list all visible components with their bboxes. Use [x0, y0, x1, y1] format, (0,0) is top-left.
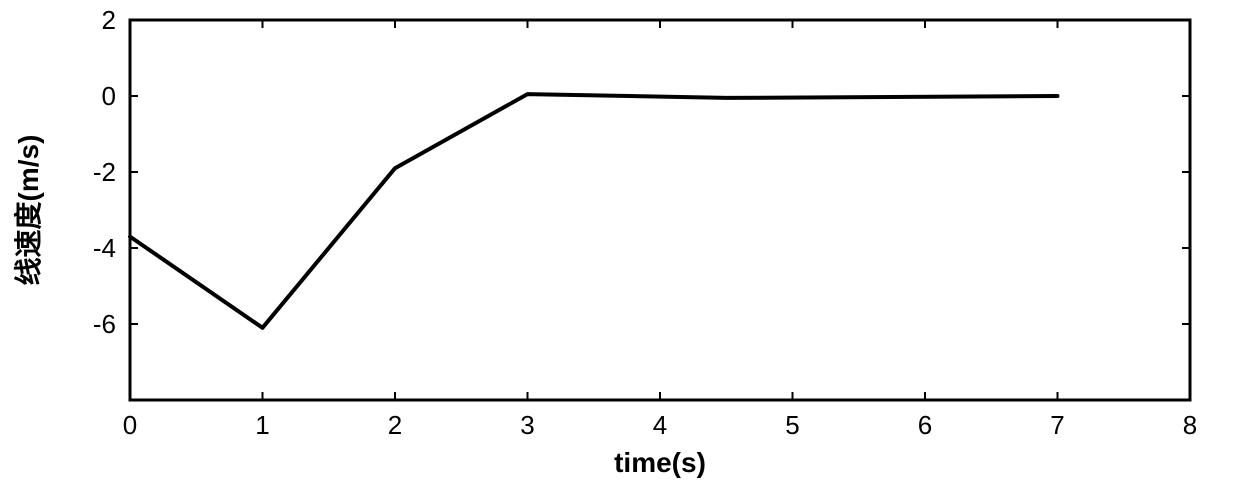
y-tick-label: -4	[93, 233, 116, 263]
x-tick-label: 1	[255, 410, 269, 440]
x-tick-label: 2	[388, 410, 402, 440]
y-axis-label: 线速度(m/s)	[13, 135, 44, 286]
x-axis-label: time(s)	[614, 447, 706, 478]
chart-container: 0 1 2 3 4 5 6 7 8 -6 -4 -2 0 2 time(s) 线速度(m/s)	[0, 0, 1239, 501]
y-tick-label: -6	[93, 309, 116, 339]
y-tick-label: 2	[102, 5, 116, 35]
x-tick-label: 7	[1050, 410, 1064, 440]
y-tick-label: 0	[102, 81, 116, 111]
x-tick-label: 8	[1183, 410, 1197, 440]
x-tick-label: 3	[520, 410, 534, 440]
x-tick-label: 6	[918, 410, 932, 440]
x-tick-label: 0	[123, 410, 137, 440]
y-tick-label: -2	[93, 157, 116, 187]
x-tick-label: 5	[785, 410, 799, 440]
x-tick-label: 4	[653, 410, 667, 440]
line-chart: 0 1 2 3 4 5 6 7 8 -6 -4 -2 0 2 time(s) 线速度(m/s)	[0, 0, 1239, 501]
